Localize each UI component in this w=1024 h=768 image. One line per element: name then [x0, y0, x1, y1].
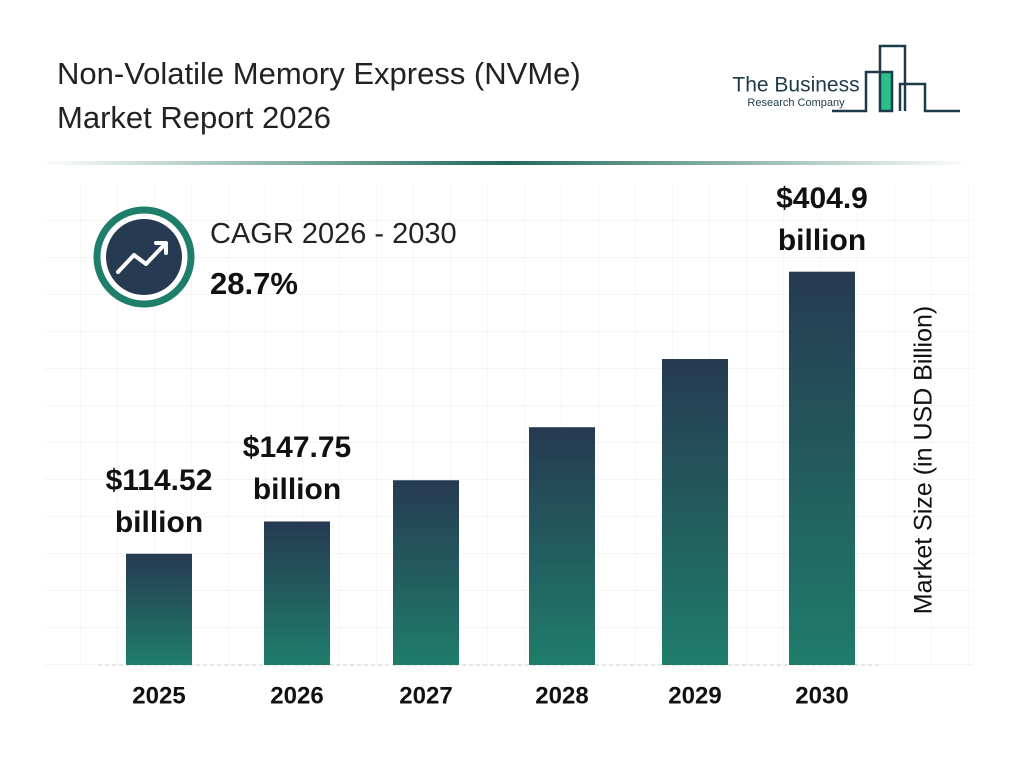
value-label: $404.9 billion — [776, 181, 868, 257]
bar — [529, 427, 595, 665]
x-tick-label: 2030 — [795, 682, 848, 709]
x-tick-label: 2025 — [132, 682, 185, 709]
logo — [832, 44, 960, 113]
x-tick-label: 2029 — [668, 682, 721, 709]
logo-text: The Business — [732, 74, 859, 97]
x-tick-label: 2027 — [399, 682, 452, 709]
cagr-arrow — [116, 241, 168, 274]
x-tick-label: 2026 — [270, 682, 323, 709]
cagr-icon — [106, 219, 182, 295]
x-tick-label: 2028 — [535, 682, 588, 709]
bar — [789, 271, 855, 665]
bar — [126, 553, 192, 665]
cagr-label: CAGR 2026 - 2030 — [210, 218, 457, 250]
value-label: $147.75 billion — [242, 431, 352, 507]
chart-title: Non-Volatile Memory Express (NVMe) Marke… — [57, 56, 581, 135]
cagr-value: 28.7% — [210, 266, 298, 301]
value-label: $114.52 billion — [105, 463, 213, 539]
bar — [393, 480, 459, 665]
bar — [264, 521, 330, 665]
divider — [40, 161, 970, 165]
bar — [662, 359, 728, 665]
y-axis-label: Market Size (in USD Billion) — [910, 306, 938, 614]
logo-subtext: Research Company — [747, 97, 845, 109]
